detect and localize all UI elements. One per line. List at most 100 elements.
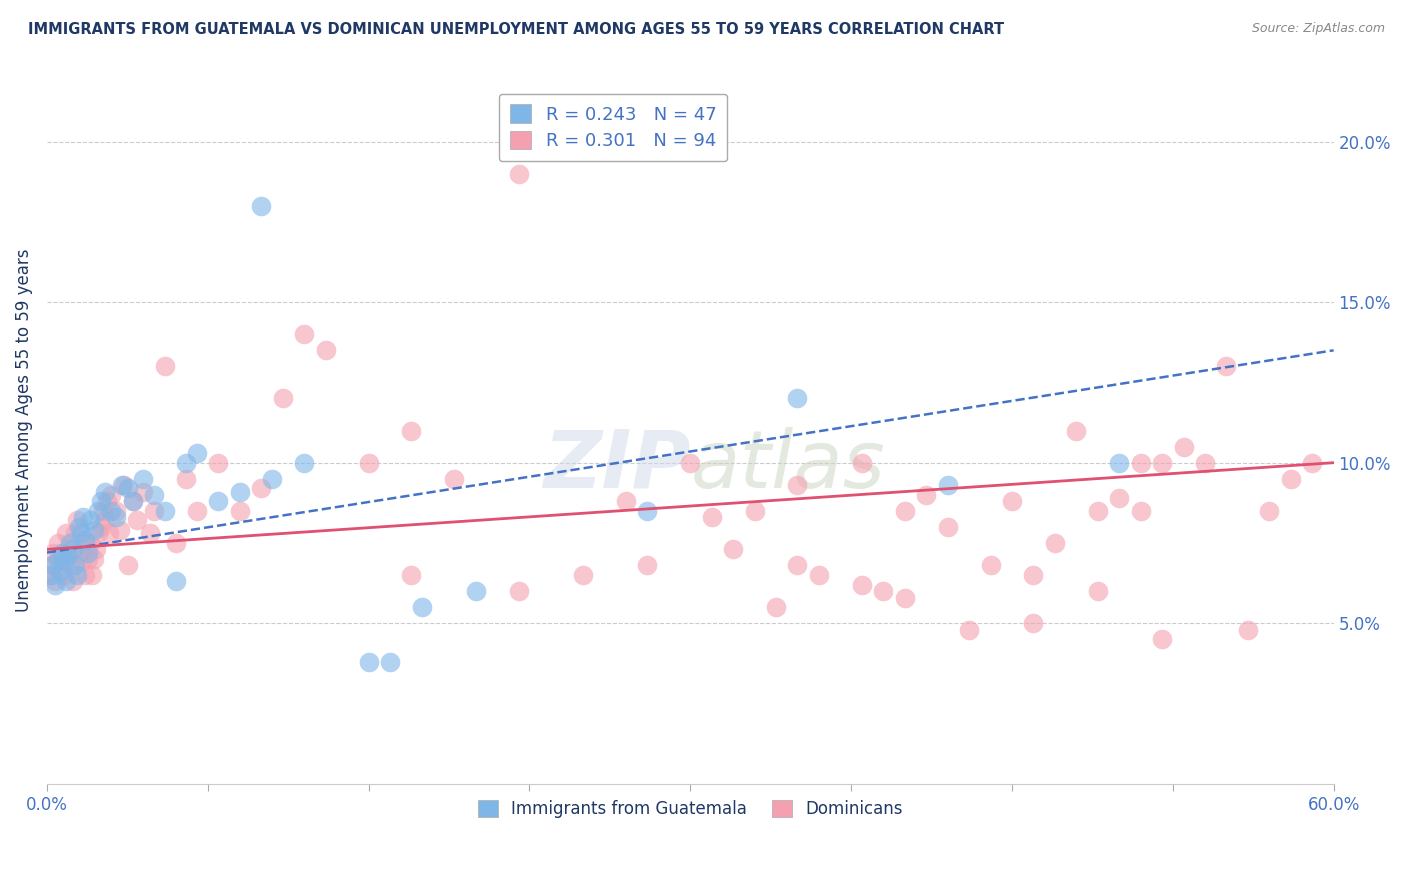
- Point: [100, 504, 122, 518]
- Legend: Immigrants from Guatemala, Dominicans: Immigrants from Guatemala, Dominicans: [471, 793, 910, 825]
- Text: IMMIGRANTS FROM GUATEMALA VS DOMINICAN UNEMPLOYMENT AMONG AGES 55 TO 59 YEARS CO: IMMIGRANTS FROM GUATEMALA VS DOMINICAN U…: [28, 22, 1004, 37]
- Point: [46, 536, 69, 550]
- Point: [139, 526, 162, 541]
- Point: [186, 446, 208, 460]
- Point: [1194, 456, 1216, 470]
- Point: [79, 536, 101, 550]
- Point: [1064, 424, 1087, 438]
- Point: [91, 504, 114, 518]
- Point: [1301, 456, 1323, 470]
- Point: [132, 484, 155, 499]
- Point: [75, 533, 97, 547]
- Point: [401, 568, 423, 582]
- Point: [357, 655, 380, 669]
- Point: [63, 526, 86, 541]
- Point: [357, 456, 380, 470]
- Point: [87, 504, 110, 518]
- Point: [100, 488, 122, 502]
- Point: [1022, 616, 1045, 631]
- Point: [83, 523, 105, 537]
- Point: [44, 574, 66, 589]
- Point: [80, 568, 103, 582]
- Point: [1258, 504, 1281, 518]
- Point: [39, 568, 62, 582]
- Point: [262, 472, 284, 486]
- Point: [765, 600, 787, 615]
- Point: [721, 542, 744, 557]
- Point: [572, 568, 595, 582]
- Point: [53, 568, 76, 582]
- Point: [957, 623, 980, 637]
- Point: [49, 552, 72, 566]
- Point: [1108, 456, 1130, 470]
- Text: ZIP: ZIP: [543, 427, 690, 505]
- Point: [315, 343, 337, 358]
- Point: [66, 513, 89, 527]
- Point: [165, 536, 187, 550]
- Point: [117, 558, 139, 573]
- Point: [62, 574, 84, 589]
- Point: [872, 584, 894, 599]
- Point: [1022, 568, 1045, 582]
- Point: [53, 555, 76, 569]
- Point: [79, 513, 101, 527]
- Point: [58, 549, 80, 563]
- Point: [143, 504, 166, 518]
- Point: [915, 488, 938, 502]
- Point: [936, 478, 959, 492]
- Y-axis label: Unemployment Among Ages 55 to 59 years: Unemployment Among Ages 55 to 59 years: [15, 249, 32, 612]
- Point: [378, 655, 401, 669]
- Point: [174, 472, 197, 486]
- Point: [250, 482, 273, 496]
- Point: [59, 558, 82, 573]
- Point: [165, 574, 187, 589]
- Point: [614, 494, 637, 508]
- Point: [851, 577, 873, 591]
- Point: [1279, 472, 1302, 486]
- Point: [49, 565, 72, 579]
- Point: [51, 545, 73, 559]
- Point: [979, 558, 1001, 573]
- Point: [117, 482, 139, 496]
- Point: [104, 510, 127, 524]
- Point: [786, 478, 808, 492]
- Point: [96, 494, 118, 508]
- Point: [411, 600, 433, 615]
- Point: [94, 484, 117, 499]
- Point: [59, 536, 82, 550]
- Point: [83, 552, 105, 566]
- Point: [207, 494, 229, 508]
- Point: [143, 488, 166, 502]
- Point: [112, 478, 135, 492]
- Point: [1129, 456, 1152, 470]
- Point: [1215, 359, 1237, 374]
- Point: [401, 424, 423, 438]
- Point: [98, 526, 121, 541]
- Point: [636, 558, 658, 573]
- Point: [70, 555, 93, 569]
- Point: [63, 558, 86, 573]
- Point: [62, 542, 84, 557]
- Point: [786, 392, 808, 406]
- Point: [508, 584, 530, 599]
- Point: [111, 478, 134, 492]
- Point: [42, 545, 65, 559]
- Point: [67, 545, 90, 559]
- Point: [271, 392, 294, 406]
- Point: [786, 558, 808, 573]
- Point: [186, 504, 208, 518]
- Point: [121, 494, 143, 508]
- Point: [1001, 494, 1024, 508]
- Point: [104, 504, 127, 518]
- Point: [153, 504, 176, 518]
- Point: [55, 526, 77, 541]
- Point: [174, 456, 197, 470]
- Point: [70, 526, 93, 541]
- Point: [121, 494, 143, 508]
- Point: [72, 510, 94, 524]
- Point: [89, 520, 111, 534]
- Point: [42, 558, 65, 573]
- Text: Source: ZipAtlas.com: Source: ZipAtlas.com: [1251, 22, 1385, 36]
- Point: [84, 542, 107, 557]
- Point: [636, 504, 658, 518]
